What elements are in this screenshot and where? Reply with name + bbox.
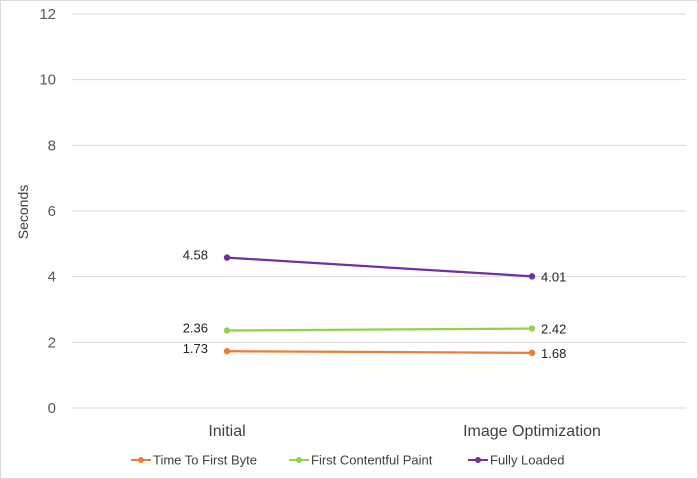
legend-marker [296, 457, 302, 463]
data-point[interactable] [223, 347, 231, 355]
x-tick-label: Initial [208, 423, 245, 440]
x-tick-label: Image Optimization [463, 423, 601, 440]
series-line [226, 256, 533, 278]
series-line [226, 327, 533, 332]
data-label: 2.42 [541, 322, 566, 337]
legend-marker [475, 457, 481, 463]
legend-item-1[interactable]: First Contentful Paint [289, 453, 433, 468]
y-tick-label: 4 [48, 269, 56, 286]
data-label: 1.73 [183, 341, 208, 356]
data-point[interactable] [528, 273, 536, 280]
legend-label: First Contentful Paint [311, 453, 433, 468]
data-point[interactable] [223, 327, 231, 334]
y-tick-label: 12 [39, 6, 56, 23]
series-group [223, 254, 536, 357]
series-line [226, 350, 533, 354]
legend-label: Time To First Byte [153, 453, 257, 468]
y-tick-label: 2 [48, 334, 56, 351]
y-tick-label: 6 [48, 203, 56, 220]
data-label: 2.36 [183, 321, 208, 336]
y-tick-label: 0 [48, 400, 56, 417]
series-0 [223, 347, 536, 357]
y-axis-label: Seconds [15, 185, 31, 239]
legend-item-2[interactable]: Fully Loaded [468, 453, 564, 468]
data-point[interactable] [528, 325, 536, 332]
legend-label: Fully Loaded [490, 453, 564, 468]
y-tick-label: 8 [48, 137, 56, 154]
data-labels: 1.73 1.68 2.36 2.42 4.58 4.01 [183, 248, 567, 361]
data-label: 4.58 [183, 248, 208, 263]
legend[interactable]: Time To First Byte First Contentful Paint… [131, 453, 564, 468]
gridlines [72, 13, 686, 409]
x-axis-ticks: Initial Image Optimization [208, 423, 601, 440]
series-1 [223, 325, 536, 334]
legend-marker [138, 457, 144, 463]
y-axis-ticks: 0 2 4 6 8 10 12 [39, 6, 56, 417]
legend-item-0[interactable]: Time To First Byte [131, 453, 257, 468]
y-tick-label: 10 [39, 72, 56, 89]
data-label: 1.68 [541, 346, 566, 361]
series-2 [223, 254, 536, 280]
data-point[interactable] [528, 349, 536, 357]
data-point[interactable] [223, 254, 231, 261]
data-label: 4.01 [541, 269, 566, 284]
